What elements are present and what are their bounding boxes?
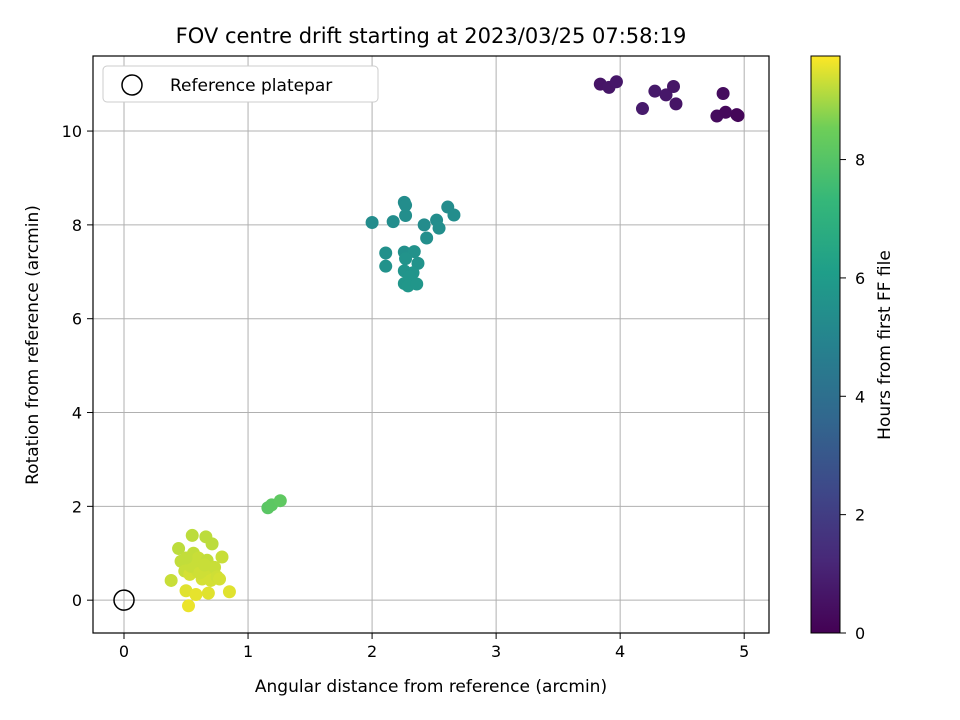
data-point — [179, 584, 193, 598]
x-tick-label: 0 — [119, 642, 129, 661]
data-point — [189, 588, 203, 602]
y-tick-label: 0 — [72, 591, 82, 610]
data-point — [407, 245, 421, 259]
data-point — [222, 585, 236, 599]
colorbar-gradient — [810, 55, 841, 634]
y-tick-label: 8 — [72, 216, 82, 235]
data-point — [669, 97, 683, 111]
data-point — [731, 109, 745, 123]
x-tick-label: 2 — [367, 642, 377, 661]
data-point — [164, 573, 178, 587]
reference-point — [113, 589, 135, 611]
colorbar-tick-label: 2 — [855, 506, 865, 525]
data-point — [410, 277, 424, 291]
chart-title: FOV centre drift starting at 2023/03/25 … — [176, 24, 687, 48]
colorbar-tick-label: 4 — [855, 387, 865, 406]
data-point — [447, 208, 461, 222]
x-axis-ticks: 0 1 2 3 4 5 — [119, 633, 749, 661]
legend-box — [102, 65, 379, 103]
colorbar: 0 2 4 6 8 Hours from first FF file — [810, 55, 895, 643]
colorbar-tick-label: 0 — [855, 624, 865, 643]
data-point — [179, 551, 193, 565]
data-point — [417, 218, 431, 232]
plot-background — [93, 56, 769, 633]
legend-marker — [121, 74, 143, 96]
plot-frame — [92, 55, 770, 634]
data-point — [399, 252, 413, 266]
data-point — [635, 102, 649, 116]
y-tick-label: 4 — [72, 404, 82, 423]
data-point — [386, 215, 400, 229]
plot-area: 0 1 2 3 4 5 0 2 4 6 8 10 — [62, 55, 770, 661]
y-axis-ticks: 0 2 4 6 8 10 — [62, 122, 93, 610]
data-point — [215, 550, 229, 564]
data-point — [659, 88, 673, 102]
y-tick-label: 2 — [72, 497, 82, 516]
colorbar-ticks: 0 2 4 6 8 — [840, 151, 865, 643]
y-tick-label: 6 — [72, 310, 82, 329]
grid — [93, 56, 769, 633]
legend-label: Reference platepar — [170, 76, 332, 96]
data-point — [609, 75, 623, 89]
data-point — [399, 198, 413, 212]
data-point — [432, 221, 446, 235]
x-tick-label: 3 — [491, 642, 501, 661]
data-point — [185, 528, 199, 542]
data-point — [273, 494, 287, 508]
colorbar-tick-label: 8 — [855, 151, 865, 170]
data-point — [379, 246, 393, 260]
data-point — [201, 586, 215, 600]
data-point — [420, 231, 434, 245]
data-point — [719, 105, 733, 119]
data-point — [172, 542, 186, 556]
data-point — [365, 216, 379, 230]
data-point — [213, 572, 227, 586]
colorbar-tick-label: 6 — [855, 269, 865, 288]
y-axis-label: Rotation from reference (arcmin) — [23, 205, 43, 485]
legend: Reference platepar — [102, 65, 379, 103]
data-point — [716, 87, 730, 101]
data-points — [164, 75, 745, 613]
data-point — [379, 259, 393, 273]
data-point — [205, 537, 219, 551]
x-tick-label: 5 — [739, 642, 749, 661]
x-tick-label: 4 — [615, 642, 625, 661]
y-tick-label: 10 — [62, 122, 82, 141]
x-tick-label: 1 — [243, 642, 253, 661]
data-point — [198, 558, 212, 572]
data-point — [399, 208, 413, 222]
data-point — [182, 599, 196, 613]
x-axis-label: Angular distance from reference (arcmin) — [255, 677, 607, 697]
data-point — [648, 84, 662, 98]
colorbar-label: Hours from first FF file — [875, 250, 895, 440]
data-point — [666, 79, 680, 93]
